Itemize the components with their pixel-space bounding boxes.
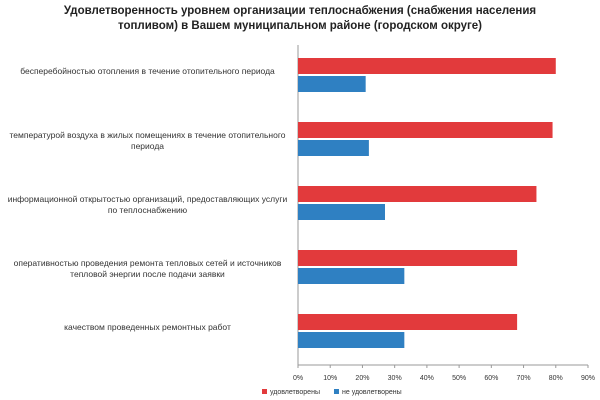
legend-label: удовлетворены	[270, 389, 320, 396]
x-tick-label: 10%	[323, 375, 337, 382]
x-tick-label: 90%	[581, 375, 595, 382]
x-tick-label: 0%	[293, 375, 303, 382]
y-tick-label: качеством проведенных ремонтных работ	[64, 322, 231, 332]
x-tick-label: 40%	[420, 375, 434, 382]
x-tick-label: 50%	[452, 375, 466, 382]
y-tick-label: информационной открытостью организаций, …	[7, 194, 288, 215]
y-tick-label: бесперебойностью отопления в течение ото…	[20, 66, 275, 76]
x-tick-label: 80%	[549, 375, 563, 382]
x-tick-label: 70%	[517, 375, 531, 382]
bar	[298, 76, 366, 92]
legend-swatch	[262, 389, 267, 394]
y-tick-label: температурой воздуха в жилых помещениях …	[9, 130, 286, 151]
bar	[298, 332, 405, 348]
bar	[298, 122, 553, 138]
bar	[298, 186, 537, 202]
legend-swatch	[333, 389, 339, 394]
bar	[298, 204, 385, 220]
bar	[298, 268, 405, 284]
chart-title: Удовлетворенность уровнем организации те…	[63, 5, 537, 32]
x-tick-label: 60%	[484, 375, 498, 382]
y-tick-label: оперативностью проведения ремонта теплов…	[13, 258, 282, 279]
bar	[298, 140, 369, 156]
legend-label: не удовлетворены	[342, 389, 402, 396]
bar	[298, 58, 556, 74]
bar	[298, 250, 518, 266]
x-tick-label: 30%	[388, 375, 402, 382]
bar	[298, 314, 518, 330]
x-tick-label: 20%	[355, 375, 369, 382]
